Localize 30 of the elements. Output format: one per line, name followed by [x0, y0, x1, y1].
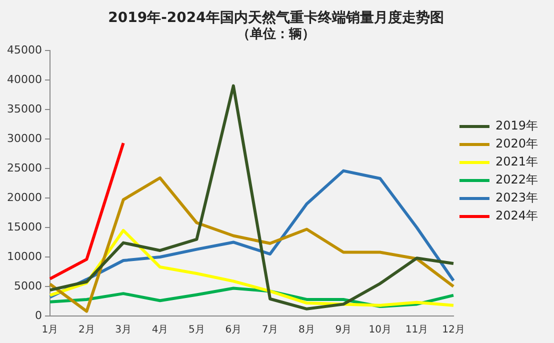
- legend-label: 2021年: [495, 154, 538, 169]
- x-tick-label: 11月: [405, 324, 428, 336]
- y-tick-label: 35000: [6, 102, 42, 116]
- x-tick-label: 4月: [152, 324, 168, 336]
- x-tick-label: 1月: [42, 324, 58, 336]
- x-tick-label: 12月: [442, 324, 465, 336]
- y-tick-label: 40000: [6, 72, 42, 86]
- y-tick-label: 5000: [14, 279, 42, 292]
- x-tick-label: 3月: [115, 324, 132, 336]
- y-tick-label: 25000: [6, 161, 42, 174]
- legend-label: 2023年: [495, 190, 538, 205]
- x-tick-label: 6月: [225, 324, 242, 336]
- x-tick-label: 5月: [188, 324, 205, 336]
- legend-label: 2022年: [495, 172, 538, 187]
- x-tick-label: 7月: [262, 324, 278, 336]
- y-tick-label: 15000: [6, 220, 42, 234]
- chart-title: 2019年-2024年国内天然气重卡终端销量月度走势图: [108, 9, 444, 26]
- legend-label: 2020年: [495, 136, 538, 151]
- y-tick-label: 30000: [6, 132, 42, 145]
- y-tick-label: 20000: [6, 190, 42, 204]
- y-tick-label: 45000: [6, 43, 42, 56]
- y-tick-label: 10000: [6, 250, 42, 263]
- x-tick-label: 9月: [335, 324, 352, 336]
- chart-subtitle: （单位：辆）: [237, 26, 315, 42]
- legend-label: 2024年: [495, 208, 538, 223]
- legend-label: 2019年: [495, 118, 538, 133]
- x-tick-label: 10月: [368, 324, 392, 336]
- y-tick-label: 0: [34, 308, 42, 322]
- x-tick-label: 8月: [298, 324, 315, 336]
- x-tick-label: 2月: [78, 324, 95, 336]
